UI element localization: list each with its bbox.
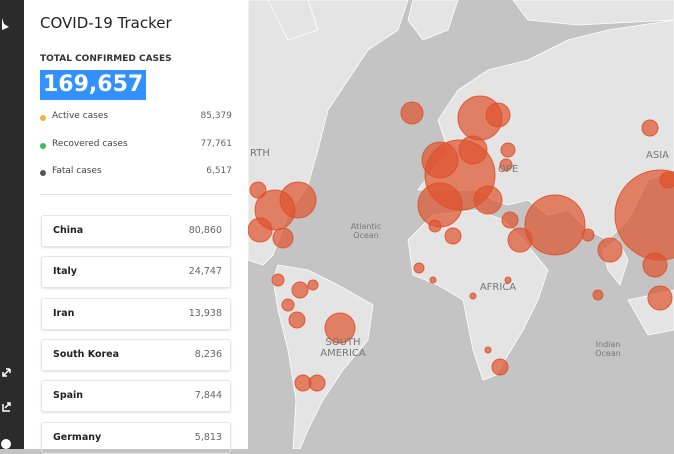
map-label: AFRICA: [480, 282, 516, 293]
case-row: Recovered cases 77,761: [40, 139, 232, 153]
case-row: Fatal cases 6,517: [40, 166, 232, 180]
share-icon[interactable]: [2, 402, 11, 412]
case-bubbles: [248, 95, 674, 392]
expand-icon[interactable]: [2, 368, 11, 377]
map-label: Atlantic Ocean: [351, 222, 381, 240]
divider: [40, 194, 232, 195]
legend-dot: [40, 142, 46, 149]
country-name: South Korea: [53, 348, 120, 360]
case-label: Fatal cases: [52, 166, 102, 176]
total-value: 169,657: [40, 70, 147, 100]
side-panel: COVID-19 Tracker TOTAL CONFIRMED CASES 1…: [24, 0, 248, 454]
case-label: Recovered cases: [52, 138, 128, 149]
side-rail: [0, 0, 24, 449]
country-card[interactable]: China 80,860: [41, 215, 231, 247]
case-value: 77,761: [200, 138, 233, 149]
country-card[interactable]: Iran 13,938: [41, 297, 231, 330]
map-label: Indian Ocean: [595, 340, 621, 358]
case-label: Active cases: [52, 111, 109, 121]
rail-icons: [1, 18, 11, 449]
title: COVID-19 Tracker: [40, 14, 172, 32]
country-name: China: [53, 225, 84, 236]
logo: [2, 18, 9, 30]
country-value: 8,236: [194, 348, 222, 360]
case-value: 85,379: [200, 111, 233, 121]
legend-dot: [40, 115, 46, 121]
map-label: OPE: [498, 164, 518, 175]
case-value: 6,517: [206, 166, 232, 176]
country-value: 13,938: [188, 307, 222, 319]
info-icon[interactable]: [1, 439, 11, 449]
country-name: Spain: [53, 390, 84, 402]
map-label: RTH: [250, 148, 270, 159]
country-card[interactable]: South Korea 8,236: [41, 338, 231, 371]
country-value: 80,860: [188, 225, 222, 236]
country-card[interactable]: Spain 7,844: [41, 380, 231, 413]
country-name: Italy: [53, 266, 77, 278]
country-value: 5,813: [194, 431, 222, 443]
case-row: Active cases 85,379: [40, 111, 232, 125]
legend-dot: [40, 170, 46, 176]
map-label: SOUTH AMERICA: [320, 337, 366, 359]
country-name: Iran: [53, 307, 75, 319]
country-value: 24,747: [188, 266, 222, 278]
total-label: TOTAL CONFIRMED CASES: [40, 54, 172, 64]
country-name: Germany: [53, 431, 102, 443]
country-card[interactable]: Italy 24,747: [41, 256, 231, 289]
map-label: ASIA: [646, 150, 669, 161]
map[interactable]: RTH OPE ASIA Atlantic Ocean AFRICA SOUTH A…: [248, 0, 674, 449]
country-value: 7,844: [194, 390, 222, 402]
